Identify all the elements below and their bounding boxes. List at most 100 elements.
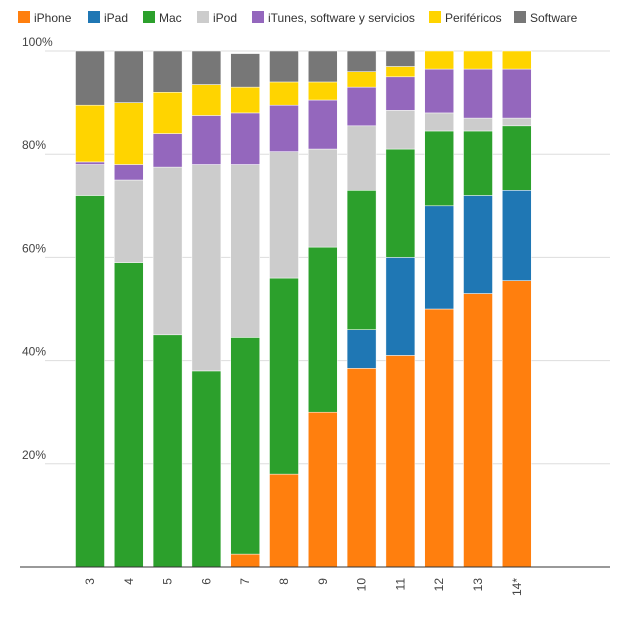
legend-swatch bbox=[429, 11, 441, 23]
bar-segment-ipod-6 bbox=[191, 164, 222, 372]
bar-segment-ipod-5 bbox=[152, 166, 183, 336]
bar-segment-ipad-10 bbox=[346, 329, 377, 369]
bar-segment-ipod-7 bbox=[230, 164, 260, 338]
bar-segment-perif-ricos-14 bbox=[502, 50, 532, 70]
bar-segment-ipad-14 bbox=[502, 190, 532, 281]
bar-segment-perif-ricos-3 bbox=[75, 104, 105, 163]
legend: iPhone iPad Mac iPod iTunes, software y serv… bbox=[18, 11, 578, 25]
bar-segment-iphone-7 bbox=[230, 553, 260, 568]
legend-item: iPod bbox=[197, 11, 237, 25]
bar-segment-ipod-4 bbox=[114, 179, 144, 263]
bar-segment-mac-3 bbox=[75, 195, 105, 568]
bar-segment-perif-ricos-4 bbox=[114, 102, 144, 165]
bar-segment-itunes-software-y-servicios-4 bbox=[114, 164, 144, 181]
x-axis-tick-labels: 3 4 5 6 7 8 9 10 11 12 13 14* bbox=[83, 578, 524, 596]
x-tick-label: 14* bbox=[510, 578, 524, 596]
y-tick-label: 60% bbox=[22, 241, 46, 255]
bar-segment-mac-4 bbox=[114, 262, 144, 568]
x-tick-label: 7 bbox=[238, 578, 252, 585]
y-tick-label: 20% bbox=[22, 448, 46, 462]
bar-segment-mac-13 bbox=[463, 130, 493, 196]
bar-segment-ipod-8 bbox=[269, 151, 299, 279]
bar-segment-itunes-software-y-servicios-14 bbox=[502, 68, 532, 119]
bar-segment-ipod-12 bbox=[424, 112, 454, 132]
legend-label: iPod bbox=[213, 11, 237, 25]
bar-segment-itunes-software-y-servicios-11 bbox=[385, 76, 416, 111]
bar-segment-perif-ricos-9 bbox=[308, 81, 338, 101]
x-tick-label: 8 bbox=[277, 578, 291, 585]
bar-segment-mac-7 bbox=[230, 337, 260, 555]
legend-swatch bbox=[252, 11, 264, 23]
bar-segment-itunes-software-y-servicios-9 bbox=[308, 99, 338, 150]
bar-segment-ipad-13 bbox=[463, 195, 493, 294]
bar-segment-itunes-software-y-servicios-12 bbox=[424, 68, 454, 114]
bar-segment-itunes-software-y-servicios-10 bbox=[346, 86, 377, 127]
bar-segment-mac-10 bbox=[346, 190, 377, 330]
bar-segment-perif-ricos-8 bbox=[269, 81, 299, 106]
bar-segment-mac-14 bbox=[502, 125, 532, 191]
legend-swatch bbox=[143, 11, 155, 23]
bar-segment-software-11 bbox=[385, 50, 416, 67]
bar-segment-iphone-14 bbox=[502, 280, 532, 568]
x-tick-label: 4 bbox=[122, 578, 136, 585]
x-tick-label: 10 bbox=[355, 578, 369, 592]
bar-segment-ipad-12 bbox=[424, 205, 454, 310]
legend-label: iPhone bbox=[34, 11, 72, 25]
x-tick-label: 5 bbox=[161, 578, 175, 585]
bar-segment-software-4 bbox=[114, 50, 144, 103]
bar-segment-perif-ricos-12 bbox=[424, 50, 454, 70]
x-tick-label: 12 bbox=[432, 578, 446, 592]
bar-segment-itunes-software-y-servicios-8 bbox=[269, 104, 299, 152]
x-tick-label: 13 bbox=[471, 578, 485, 592]
legend-item: Periféricos bbox=[429, 11, 502, 25]
bar-segment-mac-9 bbox=[308, 246, 338, 413]
bar-segment-iphone-10 bbox=[346, 368, 377, 568]
y-tick-label: 100% bbox=[22, 35, 53, 49]
bar-segment-mac-12 bbox=[424, 130, 454, 207]
bar-segment-software-8 bbox=[269, 50, 299, 83]
legend-label: Periféricos bbox=[445, 11, 502, 25]
legend-swatch bbox=[88, 11, 100, 23]
bar-segment-perif-ricos-11 bbox=[385, 66, 416, 78]
bar-segment-itunes-software-y-servicios-5 bbox=[152, 133, 183, 168]
bar-segment-ipod-13 bbox=[463, 117, 493, 132]
bar-segment-itunes-software-y-servicios-13 bbox=[463, 68, 493, 119]
bar-segment-ipod-14 bbox=[502, 117, 532, 127]
x-tick-label: 3 bbox=[83, 578, 97, 585]
bar-segment-itunes-software-y-servicios-6 bbox=[191, 115, 222, 165]
bar-segment-itunes-software-y-servicios-7 bbox=[230, 112, 260, 165]
bar-segment-ipad-11 bbox=[385, 257, 416, 356]
legend-swatch bbox=[197, 11, 209, 23]
y-tick-label: 80% bbox=[22, 138, 46, 152]
x-tick-label: 11 bbox=[393, 578, 407, 591]
bar-segment-perif-ricos-5 bbox=[152, 92, 183, 134]
bar-segment-mac-5 bbox=[152, 334, 183, 568]
bar-segment-ipod-9 bbox=[308, 148, 338, 248]
bar-segment-iphone-13 bbox=[463, 293, 493, 568]
x-tick-label: 6 bbox=[199, 578, 213, 585]
bar-segment-ipod-3 bbox=[75, 164, 105, 196]
bar-segment-software-10 bbox=[346, 50, 377, 72]
bar-segment-software-5 bbox=[152, 50, 183, 93]
bar-segment-iphone-8 bbox=[269, 473, 299, 568]
y-axis-tick-labels: 20% 40% 60% 80% 100% bbox=[22, 35, 53, 462]
legend-label: iTunes, software y servicios bbox=[268, 11, 415, 25]
legend-swatch bbox=[514, 11, 526, 23]
bar-segment-iphone-9 bbox=[308, 411, 338, 568]
bar-segment-perif-ricos-6 bbox=[191, 84, 222, 116]
bar-segment-mac-8 bbox=[269, 277, 299, 475]
bar-segment-software-3 bbox=[75, 50, 105, 106]
legend-item: Mac bbox=[143, 11, 182, 25]
bar-segment-iphone-12 bbox=[424, 308, 454, 568]
bar-segment-itunes-software-y-servicios-3 bbox=[75, 161, 105, 165]
bar-segment-software-6 bbox=[191, 50, 222, 85]
bar-segment-software-9 bbox=[308, 50, 338, 83]
bar-segment-perif-ricos-13 bbox=[463, 50, 493, 70]
bar-segment-software-7 bbox=[230, 53, 260, 88]
bar-segment-iphone-11 bbox=[385, 355, 416, 568]
legend-item: iPad bbox=[88, 11, 128, 25]
legend-item: Software bbox=[514, 11, 578, 25]
bar-segment-ipod-10 bbox=[346, 125, 377, 191]
legend-swatch bbox=[18, 11, 30, 23]
